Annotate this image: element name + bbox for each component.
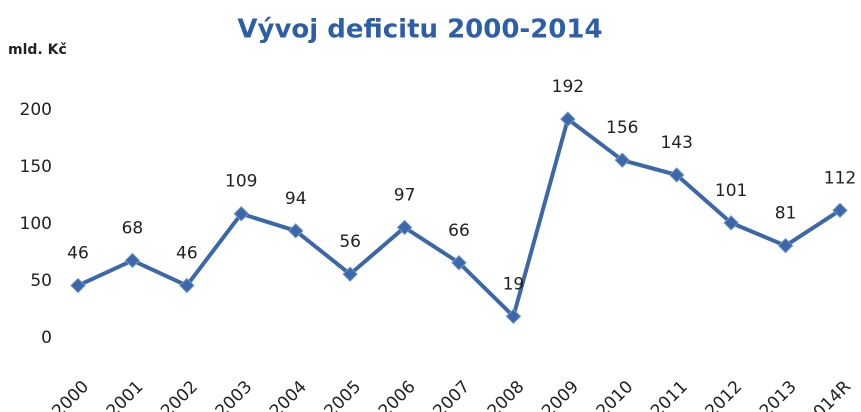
point-marker xyxy=(723,215,739,231)
x-tick-label: 2012 xyxy=(701,377,746,412)
x-tick-label: 2013 xyxy=(756,377,801,412)
data-label: 156 xyxy=(606,118,638,138)
point-marker xyxy=(396,219,413,236)
point-marker xyxy=(832,202,848,219)
y-tick-label: 50 xyxy=(30,271,52,291)
x-tick-label: 2003 xyxy=(212,377,257,412)
x-tick-label: 2009 xyxy=(538,377,583,412)
point-marker xyxy=(342,266,358,282)
point-marker xyxy=(451,255,467,271)
data-label: 81 xyxy=(775,204,797,224)
x-tick-label: 2004 xyxy=(266,377,311,412)
point-marker xyxy=(70,277,86,294)
data-label: 46 xyxy=(67,244,89,264)
x-tick-label: 2001 xyxy=(103,377,148,412)
point-marker xyxy=(505,308,522,325)
data-label: 66 xyxy=(448,221,470,241)
x-tick-label: 2008 xyxy=(484,377,529,412)
y-tick-label: 100 xyxy=(20,214,52,234)
y-tick-label: 0 xyxy=(41,328,52,348)
x-tick-label: 2006 xyxy=(375,377,420,412)
data-label: 109 xyxy=(225,172,257,192)
data-label: 143 xyxy=(660,133,692,153)
data-label: 56 xyxy=(339,232,361,252)
x-tick-label: 2000 xyxy=(48,377,93,412)
y-axis-label: mld. Kč xyxy=(8,42,67,58)
point-marker xyxy=(179,277,195,294)
data-label: 19 xyxy=(503,274,525,294)
data-label: 46 xyxy=(176,244,198,264)
data-label: 112 xyxy=(824,168,856,188)
point-marker xyxy=(614,152,630,168)
x-tick-label: 2002 xyxy=(157,377,202,412)
y-tick-label: 150 xyxy=(20,157,52,177)
data-label: 101 xyxy=(715,181,747,201)
y-tick-label: 200 xyxy=(20,100,52,120)
x-tick-label: 2011 xyxy=(647,377,692,412)
x-tick-label: 2010 xyxy=(593,377,638,412)
x-tick-label: 2014R xyxy=(802,377,855,412)
point-marker xyxy=(233,206,249,222)
point-marker xyxy=(560,111,576,127)
data-label: 68 xyxy=(122,218,144,238)
chart-title: Vývoj deficitu 2000-2014 xyxy=(237,15,602,45)
point-marker xyxy=(124,252,141,269)
data-label: 192 xyxy=(552,77,584,97)
point-marker xyxy=(288,223,304,239)
x-tick-label: 2007 xyxy=(429,377,474,412)
point-marker xyxy=(777,237,794,254)
point-marker xyxy=(669,167,685,183)
x-tick-label: 2005 xyxy=(320,377,365,412)
data-label: 94 xyxy=(285,189,307,209)
data-label: 97 xyxy=(394,185,416,205)
